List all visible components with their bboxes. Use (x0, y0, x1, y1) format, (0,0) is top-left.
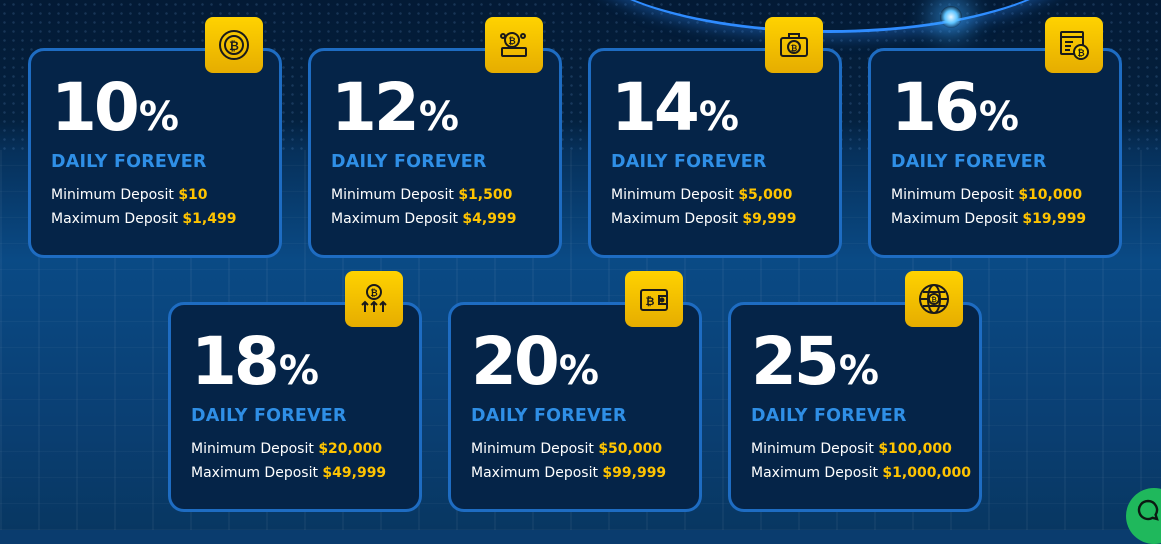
minimum-deposit: Minimum Deposit $5,000 (611, 187, 793, 203)
bitcoin-briefcase-icon: ₿ (765, 17, 823, 73)
plan-card: ₿ 25% DAILY FOREVER Minimum Deposit $100… (728, 271, 982, 512)
bitcoin-coin-icon: ₿ (205, 17, 263, 73)
svg-text:₿: ₿ (931, 296, 937, 304)
chat-bubble-icon (1137, 499, 1159, 521)
plan-period: DAILY FOREVER (891, 152, 1047, 172)
plan-card: ₿ 16% DAILY FOREVER Minimum Deposit $10,… (868, 17, 1122, 258)
bitcoin-network-icon: ₿ (485, 17, 543, 73)
background-arc (570, 0, 1090, 33)
svg-text:₿: ₿ (508, 36, 515, 47)
minimum-deposit: Minimum Deposit $10,000 (891, 187, 1083, 203)
svg-text:₿: ₿ (791, 44, 798, 53)
plan-rate: 10% (51, 69, 179, 146)
plan-period: DAILY FOREVER (471, 406, 627, 426)
bitcoin-wallet-icon: ₿ (625, 271, 683, 327)
minimum-deposit: Minimum Deposit $1,500 (331, 187, 513, 203)
minimum-deposit: Minimum Deposit $10 (51, 187, 208, 203)
maximum-deposit: Maximum Deposit $1,000,000 (751, 465, 971, 481)
plan-period: DAILY FOREVER (51, 152, 207, 172)
svg-text:₿: ₿ (370, 288, 377, 299)
bitcoin-growth-icon: ₿ (345, 271, 403, 327)
plan-period: DAILY FOREVER (191, 406, 347, 426)
plan-period: DAILY FOREVER (611, 152, 767, 172)
plan-rate: 18% (191, 323, 319, 400)
plan-period: DAILY FOREVER (331, 152, 487, 172)
plan-period: DAILY FOREVER (751, 406, 907, 426)
svg-text:₿: ₿ (646, 295, 655, 308)
minimum-deposit: Minimum Deposit $20,000 (191, 441, 383, 457)
plan-card: ₿ 18% DAILY FOREVER Minimum Deposit $20,… (168, 271, 422, 512)
plan-rate: 12% (331, 69, 459, 146)
maximum-deposit: Maximum Deposit $99,999 (471, 465, 667, 481)
background-glow (940, 6, 962, 28)
bitcoin-browser-icon: ₿ (1045, 17, 1103, 73)
maximum-deposit: Maximum Deposit $9,999 (611, 211, 797, 227)
plan-card: ₿ 14% DAILY FOREVER Minimum Deposit $5,0… (588, 17, 842, 258)
plan-card: ₿ 12% DAILY FOREVER Minimum Deposit $1,5… (308, 17, 562, 258)
plan-card: ₿ 10% DAILY FOREVER Minimum Deposit $10 … (28, 17, 282, 258)
svg-text:₿: ₿ (1077, 48, 1084, 59)
maximum-deposit: Maximum Deposit $1,499 (51, 211, 237, 227)
plan-rate: 25% (751, 323, 879, 400)
plan-rate: 14% (611, 69, 739, 146)
maximum-deposit: Maximum Deposit $4,999 (331, 211, 517, 227)
bitcoin-globe-icon: ₿ (905, 271, 963, 327)
plan-rate: 20% (471, 323, 599, 400)
minimum-deposit: Minimum Deposit $50,000 (471, 441, 663, 457)
minimum-deposit: Minimum Deposit $100,000 (751, 441, 952, 457)
plan-card: ₿ 20% DAILY FOREVER Minimum Deposit $50,… (448, 271, 702, 512)
svg-text:₿: ₿ (229, 39, 239, 53)
maximum-deposit: Maximum Deposit $49,999 (191, 465, 387, 481)
maximum-deposit: Maximum Deposit $19,999 (891, 211, 1087, 227)
plan-rate: 16% (891, 69, 1019, 146)
